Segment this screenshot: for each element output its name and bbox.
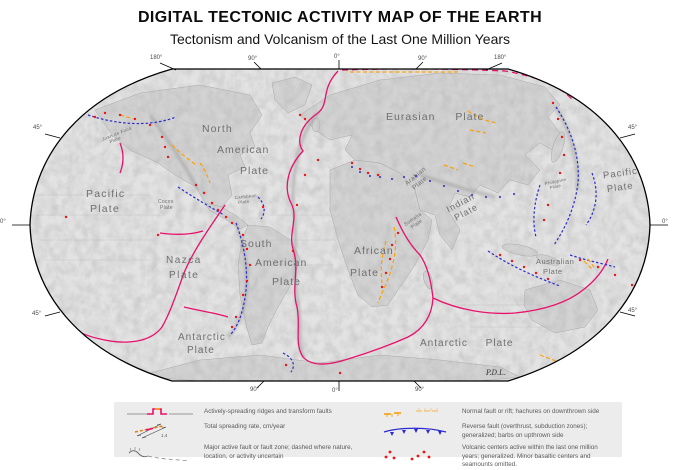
header: DIGITAL TECTONIC ACTIVITY MAP OF THE EAR… (0, 9, 680, 47)
subduction-zones (87, 106, 642, 373)
reverse-fault-symbol-icon (370, 420, 462, 440)
lon-label-top-90w: 90° (248, 56, 258, 62)
legend: Actively-spreading ridges and transform … (114, 402, 622, 468)
lon-label-top-90e: 90° (418, 56, 428, 62)
lon-label-top-0: 0° (334, 54, 340, 60)
plate-label-pacific-east: Pacific Plate (602, 165, 639, 196)
lon-label-top-180w: 180° (150, 55, 163, 61)
legend-item-ridges: Actively-spreading ridges and transform … (204, 408, 332, 415)
page-subtitle: Tectonism and Volcanism of the Last One … (169, 31, 511, 47)
map-area: 180° 90° 0° 90° 180° 90° 0° 90° 45° 0° 4… (0, 54, 680, 395)
plate-label-australian: Australian Plate (536, 257, 575, 276)
legend-item-reverse-fault: Reverse fault (overthrust, subduction zo… (462, 423, 588, 439)
legend-item-major-fault: Major active fault or fault zone; dashed… (204, 444, 353, 460)
relief-texture (30, 69, 650, 381)
collision-belt-dots (351, 166, 515, 198)
plate-label-nazca: Nazca Plate (166, 255, 202, 281)
lat-label-left-45s: 45° (32, 311, 42, 317)
graticule-ticks (12, 60, 668, 391)
normal-fault-symbol-icon (370, 405, 462, 419)
tectonic-world-map (12, 60, 668, 391)
legend-item-spreading-rate: Total spreading rate, cm/year (204, 423, 286, 430)
lon-label-top-180e: 180° (494, 55, 507, 61)
plate-label-south-american: South American Plate (240, 238, 308, 288)
normal-faults (119, 71, 595, 362)
plate-label-north-american: North American Plate (202, 123, 270, 177)
spreading-rate-symbol-icon: 1.4 (118, 420, 204, 440)
plate-label-antarctic-east: Antarctic Plate (420, 338, 514, 349)
spreading-rate-value: 1.4 (161, 433, 168, 438)
plate-label-african: African Plate (350, 245, 394, 279)
lon-label-bottom-90w: 90° (250, 387, 260, 393)
ridge-symbol-icon (118, 405, 204, 419)
plate-label-eurasian: Eurasian Plate (386, 111, 485, 123)
lat-label-left-0: 0° (0, 219, 6, 225)
volcanic-centers (64, 101, 634, 375)
lon-label-bottom-90e: 90° (415, 387, 425, 393)
lat-label-right-45n: 45° (628, 125, 638, 131)
lat-label-left-45n: 45° (33, 125, 43, 131)
major-fault-symbol-icon (118, 441, 204, 470)
lat-label-right-45s: 45° (628, 308, 638, 314)
author-initials: P.D.L. (486, 369, 506, 377)
plate-label-cocos: Cocos Plate (158, 199, 174, 211)
volcanic-centers-symbol-icon (370, 441, 462, 470)
legend-item-normal-fault: Normal fault or rift; hachures on downth… (462, 408, 600, 415)
page-title: DIGITAL TECTONIC ACTIVITY MAP OF THE EAR… (137, 9, 543, 26)
legend-item-volcanic: Volcanic centers active within the last … (462, 444, 598, 468)
plate-label-antarctic-west: Antarctic Plate (178, 332, 226, 356)
plate-label-pacific-west: Pacific Plate (86, 188, 126, 215)
lat-label-right-0: 0° (662, 219, 668, 225)
lon-label-bottom-0: 0° (332, 388, 338, 394)
